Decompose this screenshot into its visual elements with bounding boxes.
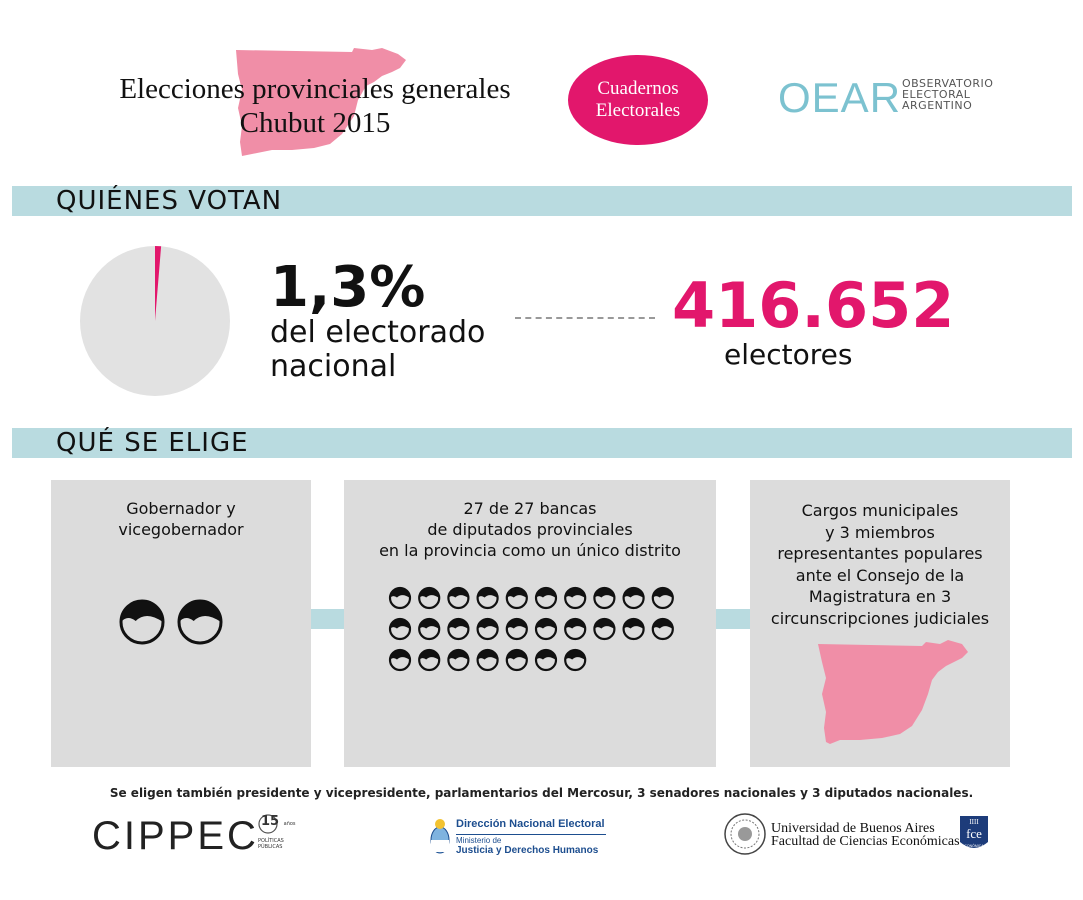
person-head-icon	[651, 586, 674, 610]
person-head-icon	[622, 617, 645, 641]
cippec-tag-1: POLÍTICAS	[258, 838, 284, 844]
oear-line-3: ARGENTINO	[902, 99, 973, 112]
section-title-que-se-elige: QUÉ SE ELIGE	[56, 428, 249, 458]
person-head-icon	[505, 586, 528, 610]
fce-logo: IIII fce ECONÓMICAS	[960, 816, 988, 848]
person-head-icon	[593, 586, 616, 610]
badge-line-2: Electorales	[595, 100, 681, 121]
title-line-1: Elecciones provinciales generales	[119, 73, 511, 105]
person-head-icon	[418, 617, 441, 641]
cippec-years-number: 15	[261, 814, 280, 829]
person-head-icon	[564, 617, 587, 641]
section-bar-quienes-votan	[12, 186, 1072, 216]
person-head-icon	[651, 617, 674, 641]
person-head-icon	[388, 648, 412, 672]
dne-ministry: Ministerio de	[456, 836, 502, 845]
argentina-shield-icon	[430, 819, 450, 854]
cippec-years-label: años	[283, 821, 296, 827]
person-head-icon	[476, 617, 499, 641]
badge-line-1: Cuadernos	[597, 78, 679, 99]
chubut-map-icon	[818, 640, 968, 744]
section-bar-que-se-elige	[12, 428, 1072, 458]
uba-name: Universidad de Buenos Aires	[771, 821, 935, 836]
oear-logo-text: OEAR	[778, 74, 901, 118]
person-head-icon	[476, 648, 499, 672]
share-caption: del electorado nacional	[270, 316, 485, 384]
deputies-heads	[388, 586, 674, 672]
uba-seal-icon	[724, 813, 766, 855]
uba-faculty: Facultad de Ciencias Económicas	[771, 834, 960, 849]
oear-subtitle: OBSERVATORIO ELECTORAL ARGENTINO	[902, 78, 1012, 111]
office-box-text: Cargos municipales y 3 miembros represen…	[770, 501, 990, 628]
voter-count: 416.652	[672, 269, 955, 342]
oear-line-2: ELECTORAL	[902, 88, 971, 101]
person-head-icon	[505, 648, 528, 672]
pie-slice-chubut	[155, 246, 162, 321]
office-box-governor: Gobernador y vicegobernador	[51, 480, 311, 767]
fce-roman: IIII	[969, 818, 979, 826]
footnote: Se eligen también presidente y vicepresi…	[109, 786, 974, 800]
person-head-icon	[564, 586, 587, 610]
share-percentage: 1,3%	[270, 255, 426, 320]
person-head-icon	[388, 586, 412, 610]
chubut-map-icon	[236, 48, 406, 156]
share-caption-line-1: del electorado	[270, 315, 486, 350]
office-box-text: 27 de 27 bancas de diputados provinciale…	[379, 499, 681, 560]
person-head-icon	[177, 599, 223, 645]
fce-bottom: ECONÓMICAS	[962, 843, 987, 848]
person-head-icon	[534, 648, 558, 672]
person-head-icon	[564, 648, 587, 672]
cippec-15-years-icon	[258, 814, 278, 834]
person-head-icon	[119, 599, 165, 645]
cippec-logo: CIPPEC	[92, 814, 259, 858]
title-line-2: Chubut 2015	[239, 107, 391, 139]
person-head-icon	[622, 586, 645, 610]
person-head-icon	[534, 617, 558, 641]
share-caption-line-2: nacional	[270, 349, 397, 384]
person-head-icon	[534, 586, 558, 610]
page-title: Elecciones provinciales generales Chubut…	[70, 72, 560, 140]
cippec-years: 15 años	[261, 814, 296, 829]
person-head-icon	[447, 617, 470, 641]
dashed-divider	[515, 317, 655, 319]
person-head-icon	[593, 617, 616, 641]
person-head-icon	[388, 617, 412, 641]
person-head-icon	[447, 648, 470, 672]
person-head-icon	[447, 586, 470, 610]
dne-ministry-name: Justicia y Derechos Humanos	[456, 845, 599, 856]
office-box-text: Gobernador y vicegobernador	[118, 499, 244, 539]
electorate-share-pie	[80, 246, 230, 396]
oear-line-1: OBSERVATORIO	[902, 77, 994, 90]
person-head-icon	[418, 648, 441, 672]
cuadernos-electorales-badge: Cuadernos Electorales	[568, 55, 708, 145]
oear-logo: OEAR	[778, 74, 901, 118]
cippec-tag-2: PÚBLICAS	[258, 844, 283, 850]
person-head-icon	[505, 617, 528, 641]
person-head-icon	[476, 586, 499, 610]
governor-heads	[119, 599, 223, 645]
person-head-icon	[418, 586, 441, 610]
dne-title: Dirección Nacional Electoral	[456, 818, 605, 830]
cippec-tagline: POLÍTICAS PÚBLICAS	[258, 838, 284, 850]
dne-divider	[456, 834, 606, 835]
fce-text: fce	[966, 826, 982, 841]
voter-count-label: electores	[724, 338, 853, 371]
section-title-quienes-votan: QUIÉNES VOTAN	[56, 186, 283, 216]
